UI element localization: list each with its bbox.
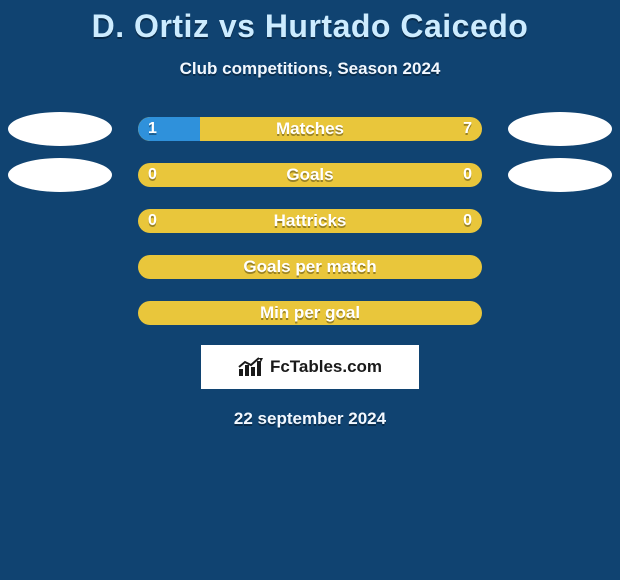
logo-text: FcTables.com <box>270 357 382 377</box>
stat-label: Goals <box>138 165 482 185</box>
stat-label: Matches <box>138 119 482 139</box>
stat-value-right: 0 <box>463 212 472 230</box>
stat-row: Min per goal <box>0 301 620 325</box>
site-logo: FcTables.com <box>201 345 419 389</box>
comparison-infographic: D. Ortiz vs Hurtado Caicedo Club competi… <box>0 0 620 580</box>
player-avatar-left <box>8 112 112 146</box>
stat-bar: 0Hattricks0 <box>138 209 482 233</box>
chart-up-icon <box>238 357 264 377</box>
snapshot-date: 22 september 2024 <box>234 409 386 429</box>
stat-label: Min per goal <box>138 303 482 323</box>
stat-row: 0Hattricks0 <box>0 209 620 233</box>
stat-row: 1Matches7 <box>0 117 620 141</box>
stat-bar: 0Goals0 <box>138 163 482 187</box>
stat-value-right: 0 <box>463 166 472 184</box>
player-avatar-right <box>508 112 612 146</box>
stat-rows: 1Matches70Goals00Hattricks0Goals per mat… <box>0 117 620 325</box>
stat-bar: 1Matches7 <box>138 117 482 141</box>
stat-row: 0Goals0 <box>0 163 620 187</box>
stat-row: Goals per match <box>0 255 620 279</box>
page-subtitle: Club competitions, Season 2024 <box>180 59 441 79</box>
stat-bar: Goals per match <box>138 255 482 279</box>
stat-label: Goals per match <box>138 257 482 277</box>
player-avatar-left <box>8 158 112 192</box>
page-title: D. Ortiz vs Hurtado Caicedo <box>92 8 529 45</box>
stat-value-right: 7 <box>463 120 472 138</box>
stat-label: Hattricks <box>138 211 482 231</box>
stat-bar: Min per goal <box>138 301 482 325</box>
player-avatar-right <box>508 158 612 192</box>
